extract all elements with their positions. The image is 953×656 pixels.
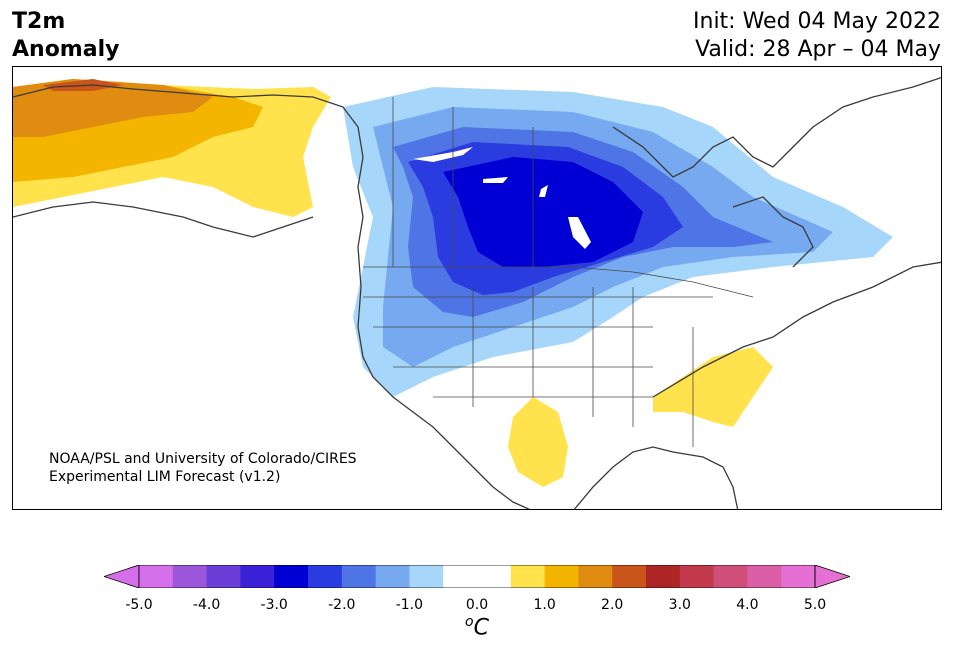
anomaly-warm-alaska-inner: [13, 79, 213, 137]
colorbar-over-arrow: [814, 564, 852, 589]
colorbar-bin: [612, 565, 647, 588]
forecast-dates: Init: Wed 04 May 2022 Valid: 28 Apr – 04…: [693, 8, 941, 64]
anomaly-map: [12, 66, 942, 510]
variable-label: T2m: [12, 9, 66, 34]
colorbar-bin: [781, 565, 816, 588]
lake: [539, 185, 548, 197]
anomaly-warm-southeast: [653, 347, 773, 427]
colorbar-bin: [240, 565, 275, 588]
colorbar-tick-label: -1.0: [395, 597, 424, 613]
colorbar-bin: [274, 565, 309, 588]
colorbar-tick-label: -3.0: [260, 597, 288, 613]
colorbar-bin: [172, 565, 208, 588]
colorbar-tick-label: -2.0: [328, 597, 356, 613]
colorbar-tick-label: 3.0: [668, 597, 691, 613]
colorbar: [102, 564, 852, 589]
anomaly-warm-southwest: [508, 397, 568, 487]
colorbar-bin: [139, 565, 174, 588]
colorbar-bin: [578, 565, 613, 588]
colorbar-bin: [544, 565, 579, 588]
colorbar-bin: [679, 565, 715, 588]
credit-line-2: Experimental LIM Forecast (v1.2): [49, 469, 281, 485]
colorbar-bin: [510, 565, 546, 588]
political-borders: [363, 97, 754, 447]
degree-sign: o: [465, 614, 474, 630]
coastlines: [13, 76, 941, 509]
colorbar-bin: [409, 565, 444, 588]
colorbar-bin: [308, 565, 343, 588]
anomaly-cold-5: [443, 157, 643, 267]
credit-text: NOAA/PSL and University of Colorado/CIRE…: [49, 450, 357, 486]
colorbar-bin: [341, 565, 377, 588]
colorbar-tick-label: 5.0: [803, 597, 827, 613]
colorbar-tick-label: -5.0: [125, 597, 153, 613]
map-title: T2m Anomaly: [12, 8, 119, 64]
colorbar-bin: [646, 565, 681, 588]
lake: [413, 147, 473, 162]
init-date: Init: Wed 04 May 2022: [693, 9, 941, 34]
colorbar-bin: [206, 565, 241, 588]
colorbar-tick-label: 0.0: [465, 597, 489, 613]
colorbar-svg: [102, 564, 852, 589]
unit-letter: C: [473, 615, 489, 641]
colorbar-tick-label: -4.0: [192, 597, 221, 613]
colorbar-bin: [477, 565, 512, 588]
colorbar-tick-label: 2.0: [601, 597, 624, 613]
colorbar-bin: [443, 565, 478, 588]
colorbar-bin: [713, 565, 748, 588]
lake: [568, 217, 591, 249]
colorbar-bin: [375, 565, 410, 588]
colorbar-tick-label: 4.0: [736, 597, 759, 613]
credit-line-1: NOAA/PSL and University of Colorado/CIRE…: [49, 451, 357, 467]
map-canvas: [13, 76, 941, 509]
colorbar-unit: oC: [465, 614, 489, 640]
anomaly-label: Anomaly: [12, 37, 120, 62]
colorbar-tick-label: 1.0: [533, 597, 556, 613]
colorbar-under-arrow: [102, 564, 140, 589]
colorbar-bin: [747, 565, 782, 588]
colorbar-ticks: -5.0 -4.0 -3.0 -2.0 -1.0 0.0 1.0 2.0 3.0 4.0 5.0: [104, 597, 850, 615]
valid-range: Valid: 28 Apr – 04 May: [695, 37, 941, 62]
lake: [483, 177, 508, 183]
